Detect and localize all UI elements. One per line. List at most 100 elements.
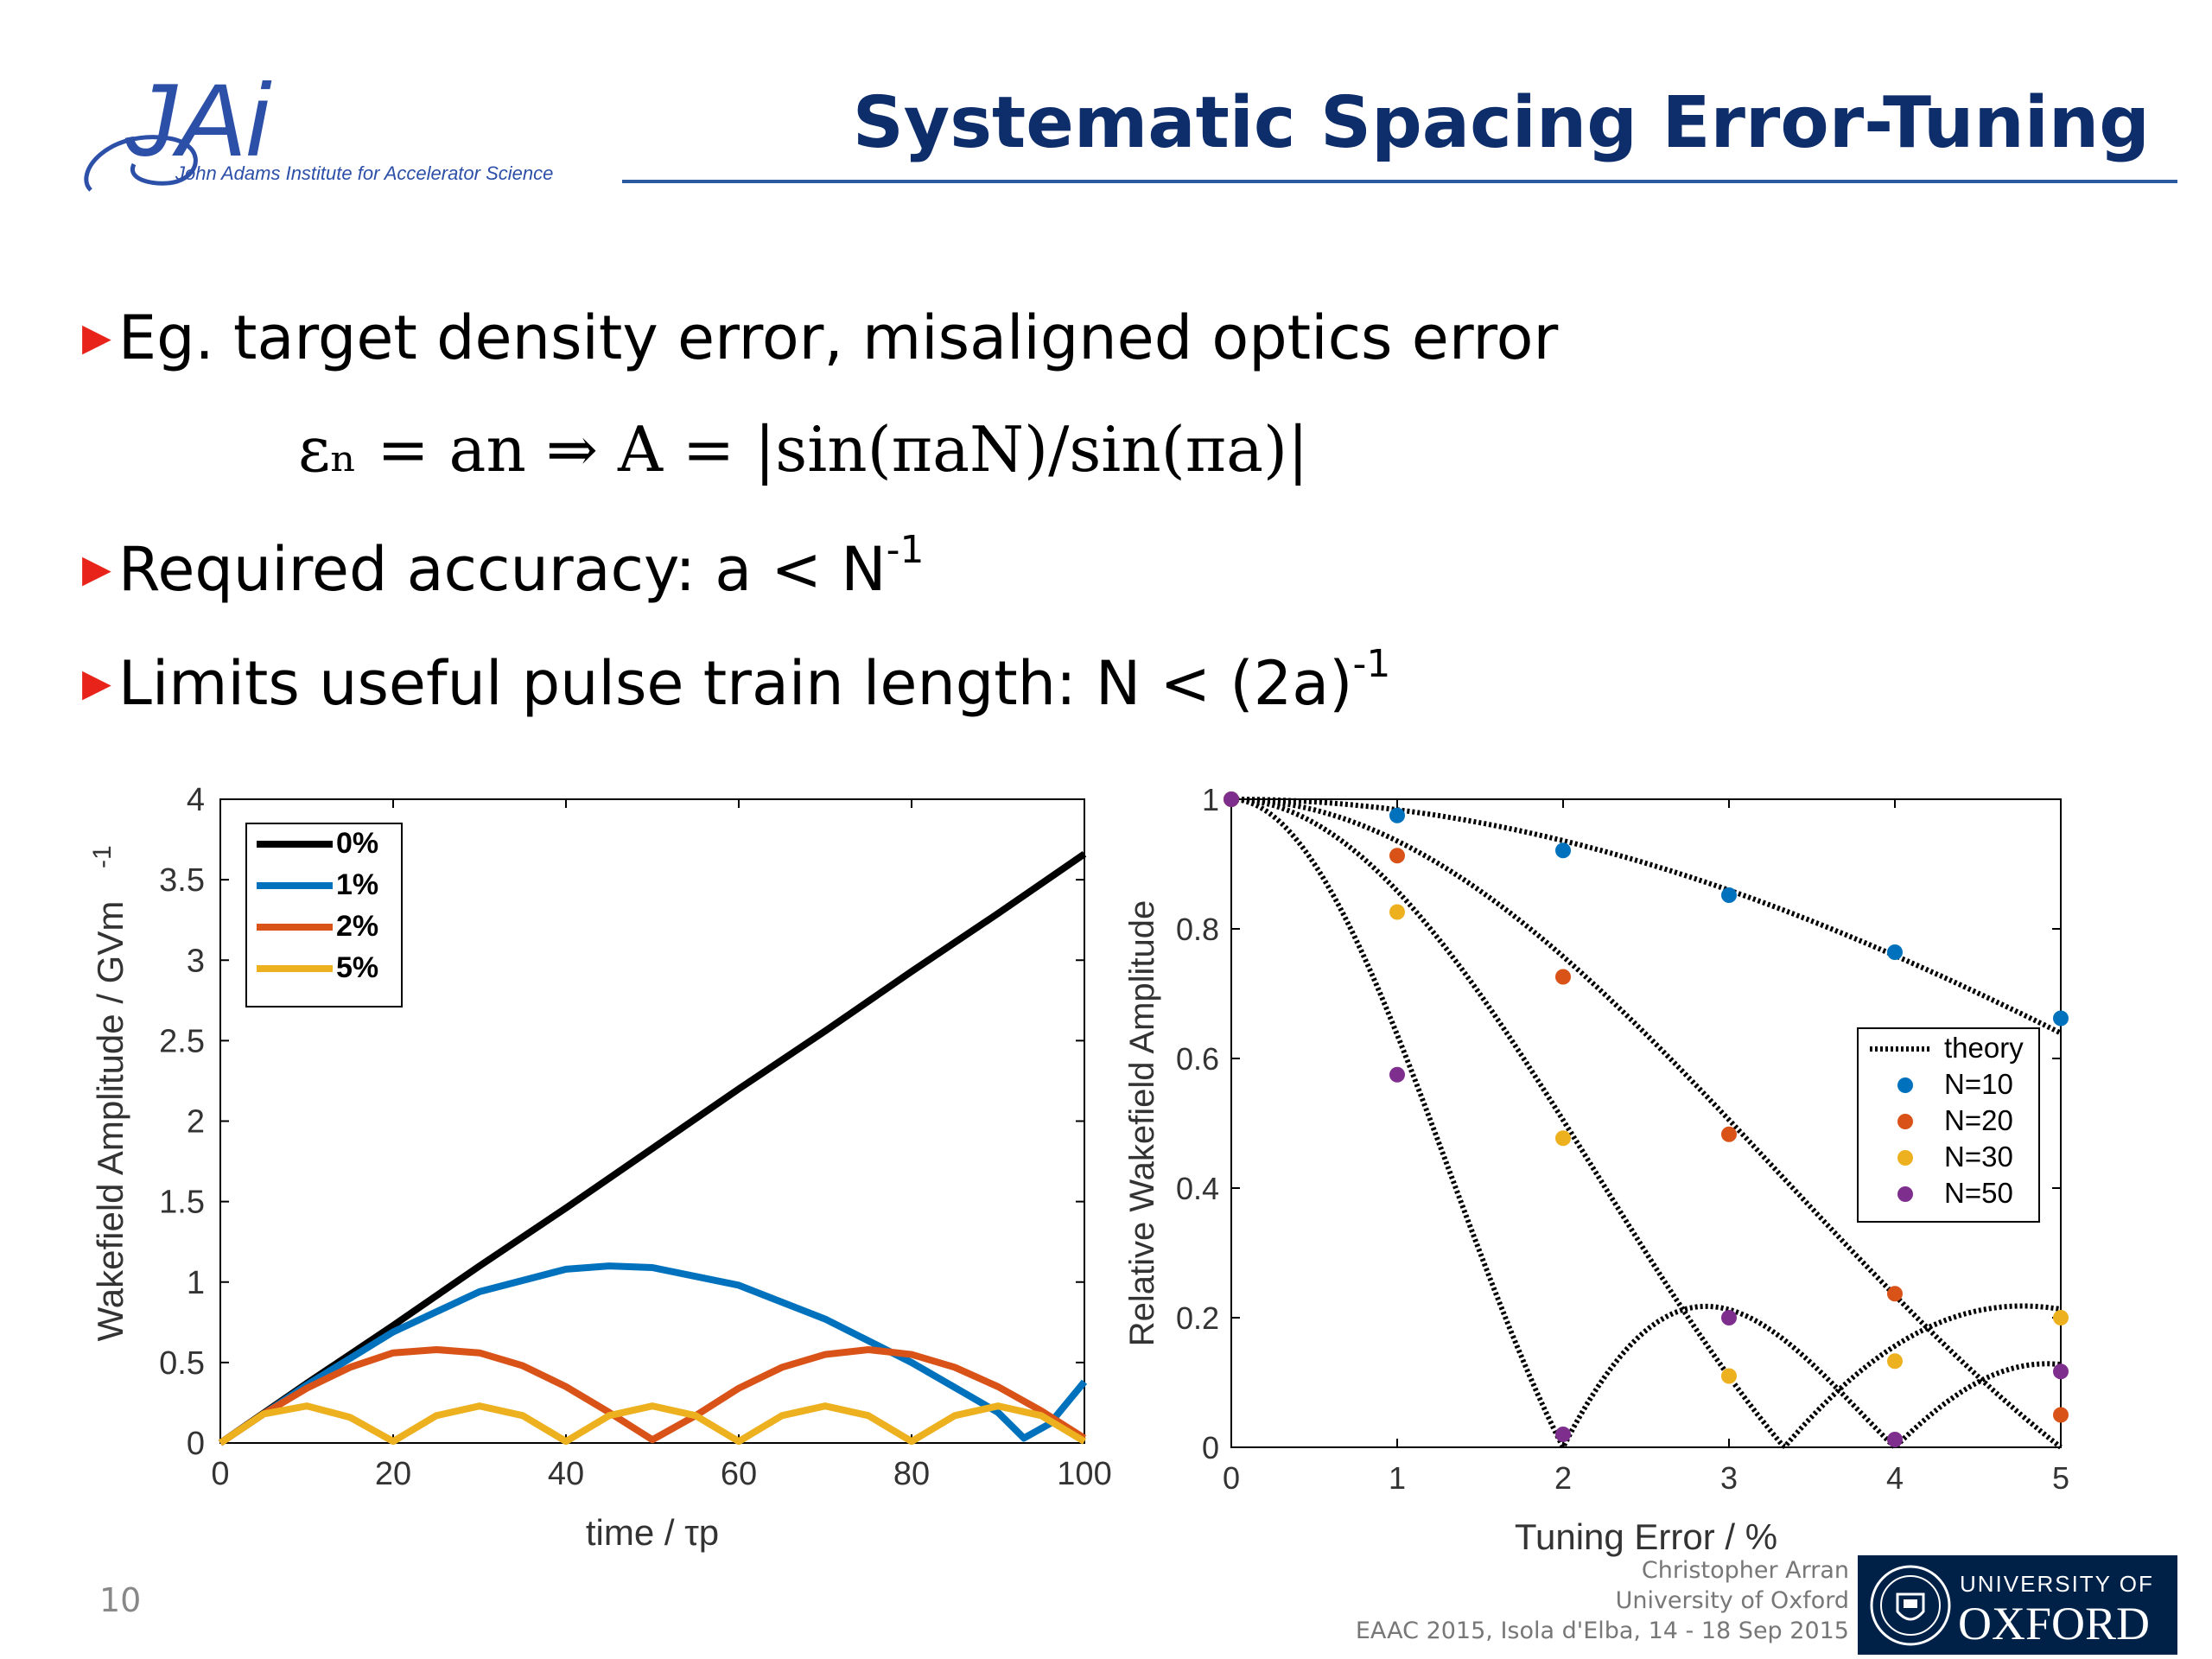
x-axis-label: Tuning Error / % (1515, 1516, 1777, 1557)
data-point-N=50 (1721, 1310, 1737, 1325)
data-point-N=50 (1389, 1066, 1405, 1083)
y-tick-label: 0.4 (1176, 1171, 1219, 1206)
data-point-N=10 (2053, 1010, 2069, 1027)
data-point-N=20 (1721, 1126, 1737, 1142)
theory-curve-N30 (1231, 797, 2062, 1450)
legend-box (1857, 1027, 2040, 1223)
oxford-logo: UNIVERSITY OF OXFORD (1858, 1555, 2177, 1655)
x-tick-label: 40 (548, 1456, 584, 1492)
bullet-item: ▶ Eg. target density error, misaligned op… (82, 302, 1559, 373)
y-tick-label: 0 (1202, 1430, 1219, 1465)
bullet-marker-icon: ▶ (82, 547, 111, 591)
x-tick-label: 0 (1223, 1460, 1240, 1496)
legend-label: 0% (336, 827, 378, 860)
theory-curve-N10 (1231, 797, 2063, 1036)
data-point-N=30 (1555, 1130, 1571, 1147)
footer-credit: Christopher Arran University of Oxford E… (1356, 1555, 1849, 1646)
data-point-N=50 (1224, 791, 1239, 807)
affiliation: University of Oxford (1615, 1587, 1849, 1614)
x-tick-label: 80 (893, 1456, 930, 1492)
logo-swoosh (84, 135, 198, 192)
y-tick-label: 1 (1202, 782, 1219, 817)
oxford-crest-icon (1870, 1565, 1951, 1646)
data-point-N=50 (2053, 1363, 2069, 1380)
legend-swatch (1897, 1077, 1913, 1093)
y-tick-label: 0 (187, 1426, 205, 1462)
bullet-marker-icon: ▶ (82, 315, 111, 359)
series-line-2% (218, 1345, 1087, 1446)
x-tick-label: 100 (1057, 1456, 1111, 1492)
oxford-logo-line2: OXFORD (1958, 1598, 2151, 1649)
series-line-5% (218, 1402, 1087, 1446)
y-tick-label: 3.5 (159, 862, 205, 899)
author: Christopher Arran (1641, 1557, 1849, 1584)
tuning-error-chart: 0 1 2 3 4 5 0 0.2 0.4 0.6 0.8 1 Tuning Error / % Rela… (1123, 782, 2069, 1557)
bullet-item: ▶ Required accuracy: a < N-1 (82, 528, 925, 606)
y-tick-label: 3 (187, 943, 205, 979)
title-divider (622, 180, 2177, 183)
data-point-N=20 (1887, 1286, 1903, 1302)
x-tick-label: 20 (375, 1456, 411, 1492)
legend-label: 5% (336, 951, 378, 984)
data-point-N=20 (1555, 969, 1571, 985)
y-tick-label: 2 (187, 1104, 205, 1141)
data-point-N=30 (1721, 1368, 1737, 1384)
x-tick-label: 4 (1886, 1460, 1904, 1496)
bullet-item: ▶ Limits useful pulse train length: N < (… (82, 642, 1391, 720)
jai-logo: JAi John Adams Institute for Accelerator… (73, 62, 626, 207)
x-tick-label: 0 (211, 1456, 229, 1492)
slide-title: Systematic Spacing Error-Tuning (852, 82, 2150, 164)
event: EAAC 2015, Isola d'Elba, 14 - 18 Sep 201… (1355, 1618, 1849, 1644)
y-tick-label: 1.5 (159, 1185, 205, 1221)
data-point-N=20 (2053, 1407, 2069, 1423)
y-axis-label: Wakefield Amplitude / GVm (90, 901, 130, 1342)
equation: εₙ = an ⇒ A = |sin(πaN)/sin(πa)| (298, 413, 1309, 486)
y-tick-label: 2.5 (159, 1023, 205, 1059)
legend-box (245, 823, 403, 1007)
wakefield-time-chart: 0 20 40 60 80 100 0 0.5 1 1.5 2 2.5 3 3.5 4 time / τp Wa… (88, 782, 1112, 1553)
legend-label: theory (1944, 1032, 2024, 1064)
bullet-marker-icon: ▶ (82, 661, 111, 705)
y-tick-label: 0.2 (1176, 1300, 1219, 1336)
y-axis-label: Relative Wakefield Amplitude (1123, 900, 1161, 1347)
y-axis-label-superscript: -1 (88, 845, 117, 868)
y-tick-label: 0.8 (1176, 912, 1219, 947)
data-point-N=10 (1887, 944, 1903, 960)
data-point-N=30 (1887, 1353, 1903, 1370)
x-tick-label: 2 (1554, 1460, 1572, 1496)
legend-label: N=20 (1944, 1104, 2013, 1136)
data-point-N=50 (1555, 1427, 1571, 1442)
theory-curve-N50 (1231, 797, 2062, 1453)
data-point-N=10 (1389, 807, 1405, 823)
data-point-N=50 (1887, 1432, 1903, 1447)
y-tick-label: 0.5 (159, 1345, 205, 1382)
series-line-1% (218, 1262, 1088, 1446)
oxford-logo-line1: UNIVERSITY OF (1960, 1571, 2154, 1597)
legend-swatch (1897, 1114, 1913, 1129)
legend-label: N=30 (1944, 1141, 2013, 1173)
x-tick-label: 5 (2052, 1460, 2069, 1496)
x-axis-label: time / τp (586, 1512, 719, 1553)
data-point-N=30 (2053, 1310, 2069, 1325)
x-tick-label: 60 (721, 1456, 757, 1492)
data-point-N=20 (1389, 848, 1405, 864)
legend-label: 1% (336, 868, 378, 901)
legend-label: N=50 (1944, 1177, 2013, 1209)
data-point-N=30 (1389, 904, 1405, 920)
data-point-N=10 (1555, 842, 1571, 859)
legend-label: 2% (336, 910, 378, 943)
x-tick-label: 1 (1389, 1460, 1406, 1496)
legend-label: N=10 (1944, 1068, 2013, 1100)
y-tick-label: 1 (187, 1265, 205, 1301)
page-number: 10 (99, 1581, 142, 1619)
logo-text: JAi (124, 69, 272, 178)
x-tick-label: 3 (1720, 1460, 1738, 1496)
theory-curve-N20 (1231, 797, 2063, 1450)
legend-swatch (1897, 1150, 1913, 1166)
series-line-0% (218, 851, 1087, 1446)
data-point-N=10 (1721, 887, 1737, 903)
legend-swatch (1897, 1186, 1913, 1202)
y-tick-label: 0.6 (1176, 1041, 1219, 1077)
logo-subtitle: John Adams Institute for Accelerator Sci… (175, 162, 553, 184)
y-tick-label: 4 (187, 782, 205, 818)
